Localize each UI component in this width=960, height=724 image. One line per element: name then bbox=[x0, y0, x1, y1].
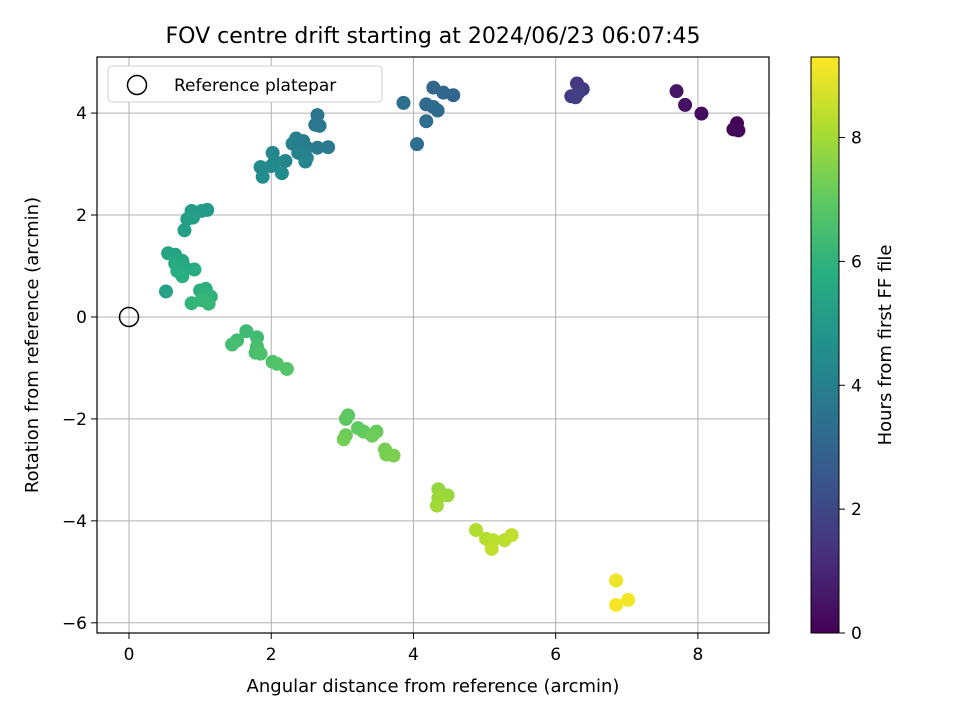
x-tick-label: 0 bbox=[124, 645, 135, 665]
data-point bbox=[469, 523, 484, 538]
x-axis-ticks: 0 2 4 6 8 bbox=[124, 633, 703, 665]
data-point bbox=[278, 153, 293, 168]
data-point bbox=[694, 106, 709, 121]
data-point bbox=[731, 123, 746, 138]
data-point bbox=[225, 337, 240, 352]
legend-box bbox=[107, 65, 383, 103]
chart-title: FOV centre drift starting at 2024/06/23 … bbox=[166, 24, 701, 49]
reference-marker bbox=[118, 306, 140, 328]
data-point bbox=[336, 432, 351, 447]
data-point bbox=[264, 159, 279, 174]
data-point bbox=[255, 169, 270, 184]
y-tick-label: −4 bbox=[62, 512, 87, 532]
data-point bbox=[274, 166, 289, 181]
x-tick-label: 2 bbox=[266, 645, 277, 665]
data-point bbox=[419, 114, 434, 129]
colorbar-ticks: 0 2 4 6 8 bbox=[839, 129, 862, 644]
colorbar-label: Hours from first FF file bbox=[875, 245, 896, 446]
data-points bbox=[158, 76, 746, 612]
data-point bbox=[201, 296, 216, 311]
data-point bbox=[321, 140, 336, 155]
data-point bbox=[239, 324, 254, 339]
y-tick-label: 4 bbox=[76, 104, 87, 124]
x-tick-label: 6 bbox=[550, 645, 561, 665]
y-axis-label: Rotation from reference (arcmin) bbox=[22, 197, 43, 493]
data-point bbox=[186, 210, 200, 225]
x-tick-label: 8 bbox=[692, 645, 703, 665]
colorbar-tick-label: 6 bbox=[851, 252, 862, 272]
colorbar-tick-label: 8 bbox=[851, 129, 862, 149]
data-point bbox=[396, 95, 411, 110]
data-point bbox=[175, 269, 190, 284]
data-point bbox=[298, 154, 313, 169]
x-axis-label: Angular distance from reference (arcmin) bbox=[247, 676, 620, 697]
colorbar-tick-label: 2 bbox=[851, 500, 862, 520]
y-axis-ticks: −6 −4 −2 0 2 4 bbox=[62, 104, 97, 634]
colorbar-gradient bbox=[810, 56, 840, 634]
data-point bbox=[386, 448, 401, 463]
data-point bbox=[669, 84, 684, 99]
data-point bbox=[338, 411, 353, 426]
data-point bbox=[571, 85, 586, 100]
legend-reference-marker bbox=[126, 74, 148, 96]
data-point bbox=[158, 284, 173, 299]
data-point bbox=[678, 97, 693, 112]
y-tick-label: 2 bbox=[76, 206, 87, 226]
data-point bbox=[621, 592, 636, 607]
data-point bbox=[187, 262, 202, 277]
x-tick-label: 4 bbox=[408, 645, 419, 665]
data-point bbox=[253, 346, 268, 361]
data-point bbox=[365, 428, 380, 443]
y-tick-label: 0 bbox=[76, 308, 87, 328]
data-point bbox=[609, 597, 624, 612]
legend: Reference platepar bbox=[107, 65, 383, 103]
y-tick-label: −6 bbox=[62, 614, 87, 634]
data-point bbox=[429, 498, 444, 513]
data-point bbox=[430, 103, 445, 118]
colorbar-tick-label: 4 bbox=[851, 376, 862, 396]
data-point bbox=[504, 528, 519, 543]
plot-frame bbox=[96, 56, 770, 634]
data-point bbox=[310, 140, 325, 155]
data-point bbox=[484, 541, 499, 556]
data-point bbox=[410, 137, 424, 152]
data-point bbox=[609, 573, 624, 588]
colorbar-tick-label: 0 bbox=[851, 624, 862, 644]
y-tick-label: −2 bbox=[62, 410, 87, 430]
data-point bbox=[177, 223, 192, 238]
colorbar: 0 2 4 6 8 Hours from first FF file bbox=[810, 56, 896, 644]
grid-lines bbox=[97, 57, 769, 633]
data-point bbox=[312, 118, 327, 133]
data-point bbox=[426, 80, 441, 95]
legend-reference-label: Reference platepar bbox=[174, 76, 336, 96]
data-point bbox=[279, 361, 294, 376]
